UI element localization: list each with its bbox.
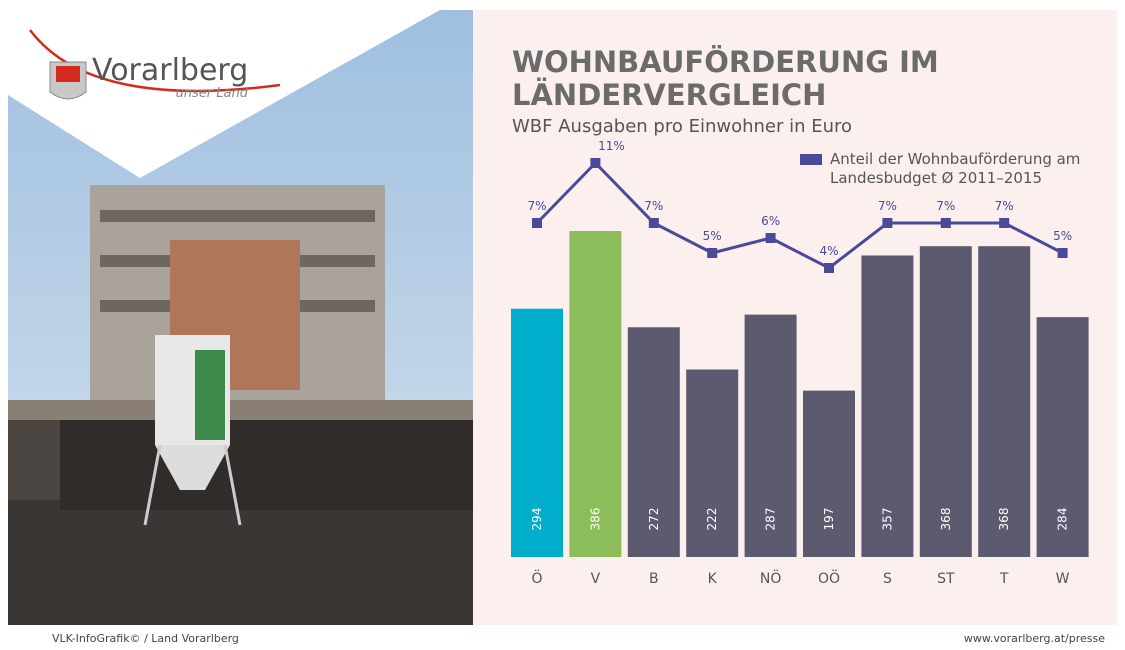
line-value-label: 7% (527, 199, 546, 213)
footer-left: VLK-InfoGrafik© / Land Vorarlberg (52, 632, 239, 645)
logo-sub: unser Land (176, 86, 249, 101)
line-value-label: 6% (761, 214, 780, 228)
bar (803, 390, 855, 557)
line-marker (1057, 248, 1068, 258)
bar (744, 314, 797, 557)
line-value-label: 7% (878, 199, 897, 213)
bar (919, 246, 972, 557)
line-value-label: 4% (819, 244, 838, 258)
bar-value-label: 284 (1056, 508, 1070, 531)
line-value-label: 11% (598, 139, 625, 153)
x-tick-label: ST (937, 571, 955, 587)
x-tick-label: T (999, 571, 1009, 587)
bar-value-label: 386 (588, 508, 602, 531)
footer-right: www.vorarlberg.at/presse (963, 632, 1105, 645)
x-tick-label: OÖ (818, 569, 840, 587)
line-marker (707, 248, 718, 258)
photo (8, 10, 473, 625)
x-tick-label: B (649, 571, 659, 587)
line-marker (940, 218, 951, 228)
x-tick-label: NÖ (760, 569, 782, 587)
bar-value-label: 197 (822, 508, 836, 531)
bar (978, 246, 1031, 557)
line-value-label: 5% (703, 229, 722, 243)
chart-title: WOHNBAUFÖRDERUNG IM LÄNDERVERGLEICH (512, 45, 939, 112)
line (535, 160, 1064, 270)
logo: Vorarlberg (92, 53, 248, 88)
line-value-label: 7% (936, 199, 955, 213)
bar (1036, 317, 1089, 557)
bar-value-label: 294 (530, 508, 544, 531)
bar-value-label: 287 (764, 508, 778, 531)
x-tick-label: K (708, 571, 718, 587)
x-tick-label: W (1056, 571, 1070, 587)
bar-value-label: 368 (939, 508, 953, 531)
bar (627, 327, 680, 557)
line-value-label: 7% (644, 199, 663, 213)
line-marker (882, 218, 893, 228)
legend-swatch (800, 154, 822, 165)
bar-value-label: 357 (880, 508, 894, 531)
bar (861, 255, 914, 557)
line-marker (999, 218, 1010, 228)
x-tick-label: S (883, 571, 892, 587)
bar-value-label: 368 (997, 508, 1011, 531)
x-tick-label: V (591, 571, 601, 587)
line-marker (765, 233, 776, 243)
line-marker (532, 218, 542, 228)
line-value-label: 7% (995, 199, 1014, 213)
bar (686, 369, 739, 557)
chart-subtitle: WBF Ausgaben pro Einwohner in Euro (512, 116, 853, 137)
line-marker (824, 263, 834, 273)
line-marker (648, 218, 659, 228)
bar (569, 231, 622, 557)
x-tick-label: Ö (531, 569, 542, 587)
bar (511, 308, 563, 557)
bar-value-label: 222 (705, 508, 719, 531)
bar-value-label: 272 (647, 508, 661, 531)
legend-label: Anteil der Wohnbauförderung am Landesbud… (830, 150, 1081, 187)
line-value-label: 5% (1053, 229, 1072, 243)
line-marker (590, 158, 601, 168)
